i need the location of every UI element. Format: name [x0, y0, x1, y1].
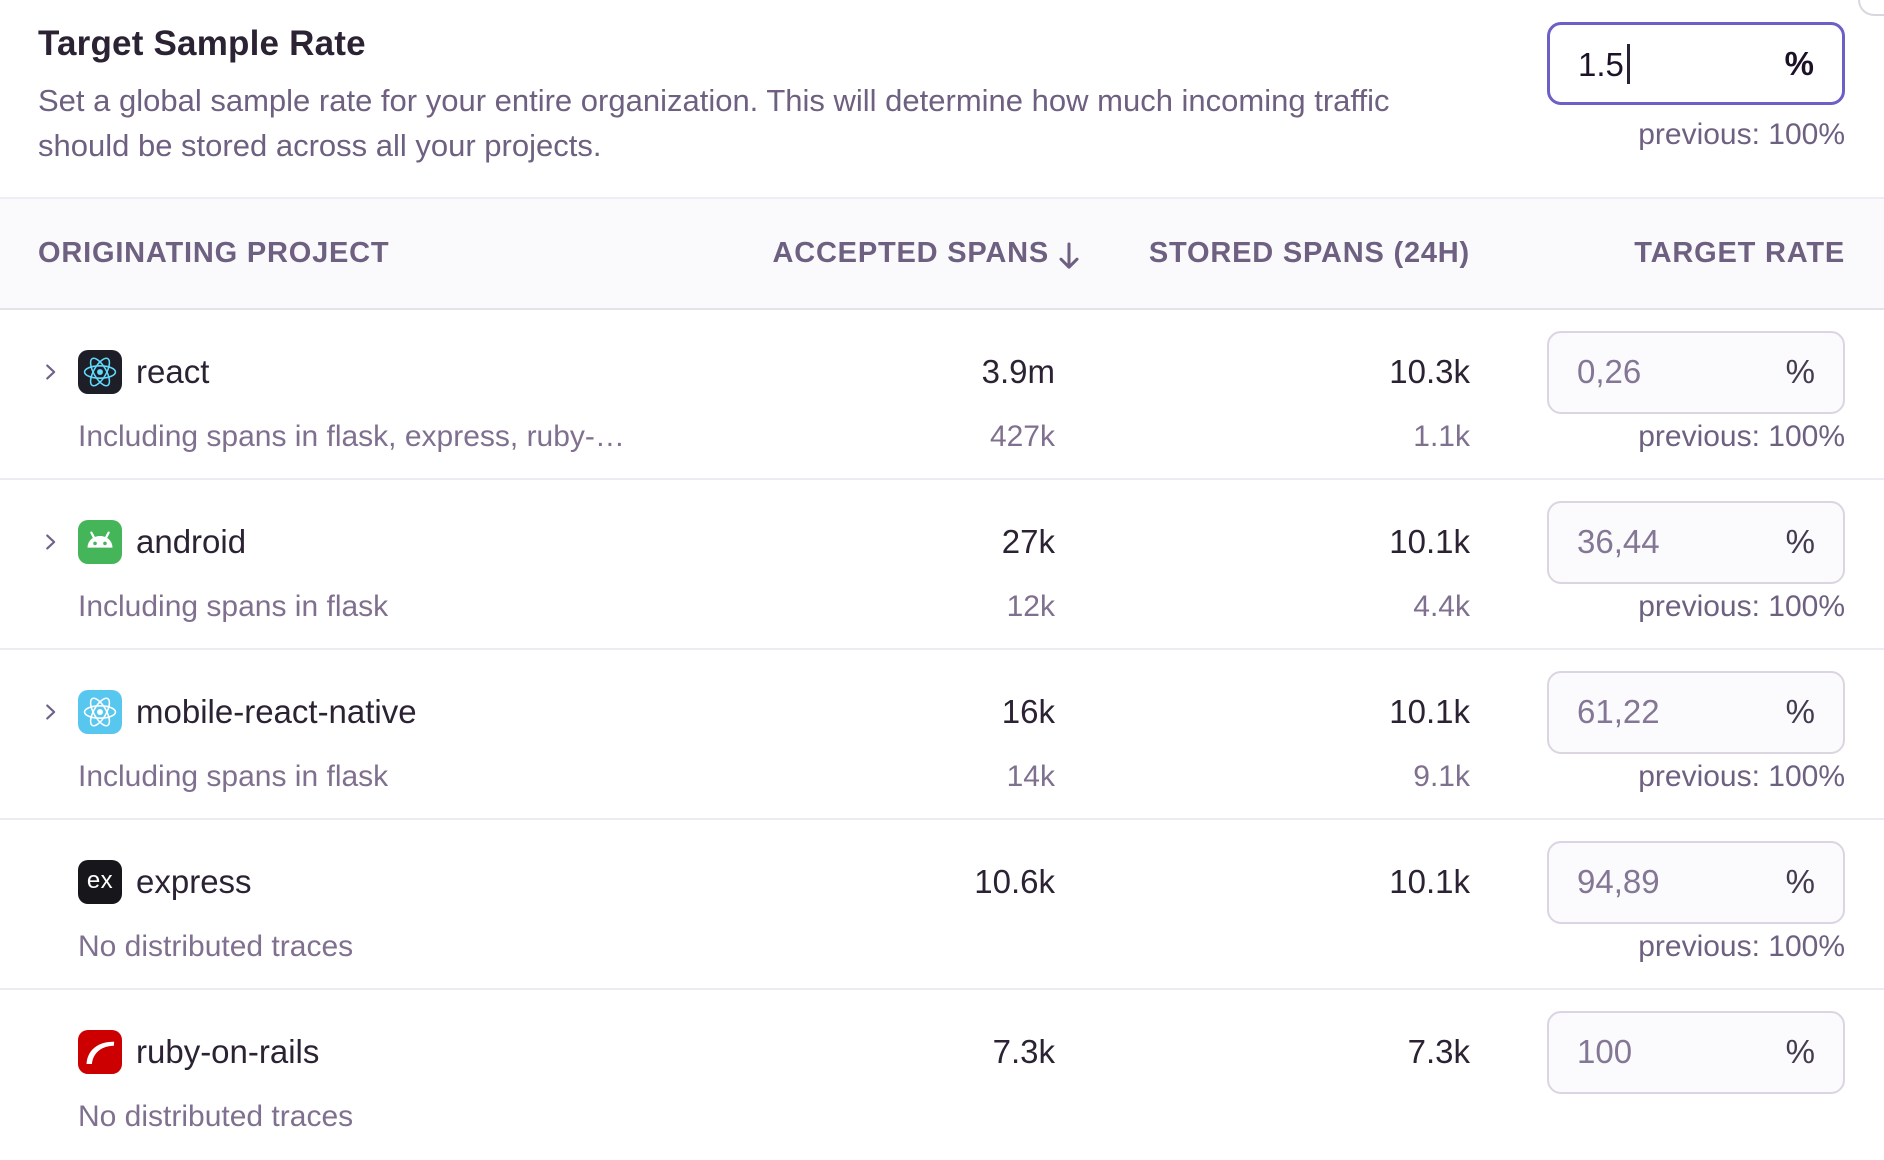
percent-sign: %	[1785, 863, 1815, 900]
react-icon	[78, 350, 122, 394]
table-row: ruby-on-rails No distributed traces 7.3k…	[0, 990, 1884, 1160]
accepted-spans-value: 27k	[1001, 523, 1055, 560]
previous-rate: previous: 100%	[1638, 420, 1845, 453]
percent-sign: %	[1785, 523, 1815, 560]
stored-spans-value: 10.3k	[1389, 353, 1470, 390]
table-row: mobile-react-native Including spans in f…	[0, 650, 1884, 820]
project-rate-input[interactable]: 0,26 %	[1547, 330, 1845, 414]
react-native-icon	[78, 690, 122, 734]
column-header-stored-spans[interactable]: STORED SPANS (24H)	[1148, 237, 1470, 269]
accepted-spans-subvalue: 12k	[1006, 590, 1055, 623]
table-row: android Including spans in flask 27k 12k…	[0, 480, 1884, 650]
previous-rate: previous: 100%	[1638, 930, 1845, 963]
project-name: express	[136, 863, 252, 900]
accepted-spans-value: 16k	[1001, 693, 1055, 730]
global-rate-value[interactable]: 1.5	[1578, 43, 1630, 84]
project-name: ruby-on-rails	[136, 1033, 320, 1070]
stored-spans-value: 7.3k	[1407, 1033, 1470, 1070]
stored-spans-value: 10.1k	[1389, 693, 1470, 730]
project-note: Including spans in flask, express, ruby-…	[78, 420, 625, 453]
column-header-accepted-spans[interactable]: ACCEPTED SPANS	[772, 237, 1079, 270]
project-note: Including spans in flask	[78, 590, 389, 623]
project-rate-input[interactable]: 36,44 %	[1547, 500, 1845, 584]
text-caret	[1626, 43, 1630, 84]
accepted-spans-value: 10.6k	[974, 863, 1055, 900]
global-sample-rate-input[interactable]: 1.5 %	[1547, 22, 1845, 105]
rails-icon	[78, 1030, 122, 1074]
table-header: ORIGINATING PROJECT ACCEPTED SPANS STORE…	[0, 197, 1884, 310]
page-title: Target Sample Rate	[38, 24, 366, 63]
project-rate-input[interactable]: 100 %	[1547, 1010, 1845, 1094]
expand-chevron-icon[interactable]	[38, 530, 62, 554]
percent-sign: %	[1785, 1033, 1815, 1070]
page-description: Set a global sample rate for your entire…	[38, 83, 1390, 163]
stored-spans-subvalue: 4.4k	[1413, 590, 1470, 623]
expand-chevron-icon[interactable]	[38, 700, 62, 724]
expand-chevron-icon[interactable]	[38, 360, 62, 384]
percent-sign: %	[1784, 44, 1814, 82]
table-row: ex express No distributed traces 10.6k 1…	[0, 820, 1884, 990]
express-icon: ex	[78, 860, 122, 904]
project-rate-input[interactable]: 61,22 %	[1547, 670, 1845, 754]
panel-corner-decoration	[1858, 0, 1884, 16]
accepted-spans-value: 3.9m	[981, 353, 1055, 390]
percent-sign: %	[1785, 353, 1815, 390]
stored-spans-subvalue: 1.1k	[1413, 420, 1470, 453]
project-note: Including spans in flask	[78, 760, 389, 793]
previous-rate: previous: 100%	[1638, 760, 1845, 793]
previous-rate: previous: 100%	[1638, 590, 1845, 623]
accepted-spans-subvalue: 427k	[989, 420, 1055, 453]
column-header-originating-project: ORIGINATING PROJECT	[38, 237, 390, 269]
global-previous-rate: previous: 100%	[1638, 118, 1845, 151]
page-header: Target Sample Rate Set a global sample r…	[0, 0, 1884, 197]
project-name: android	[136, 523, 247, 560]
project-rate-input[interactable]: 94,89 %	[1547, 840, 1845, 924]
accepted-spans-subvalue: 14k	[1006, 760, 1055, 793]
project-name: react	[136, 353, 210, 390]
stored-spans-value: 10.1k	[1389, 523, 1470, 560]
sort-descending-arrow-icon	[1055, 240, 1083, 272]
project-note: No distributed traces	[78, 930, 354, 963]
table-row: react Including spans in flask, express,…	[0, 310, 1884, 480]
android-icon	[78, 520, 122, 564]
accepted-spans-value: 7.3k	[992, 1033, 1055, 1070]
column-header-target-rate: TARGET RATE	[1634, 237, 1845, 269]
project-name: mobile-react-native	[136, 693, 417, 730]
stored-spans-value: 10.1k	[1389, 863, 1470, 900]
project-note: No distributed traces	[78, 1100, 354, 1133]
stored-spans-subvalue: 9.1k	[1413, 760, 1470, 793]
percent-sign: %	[1785, 693, 1815, 730]
